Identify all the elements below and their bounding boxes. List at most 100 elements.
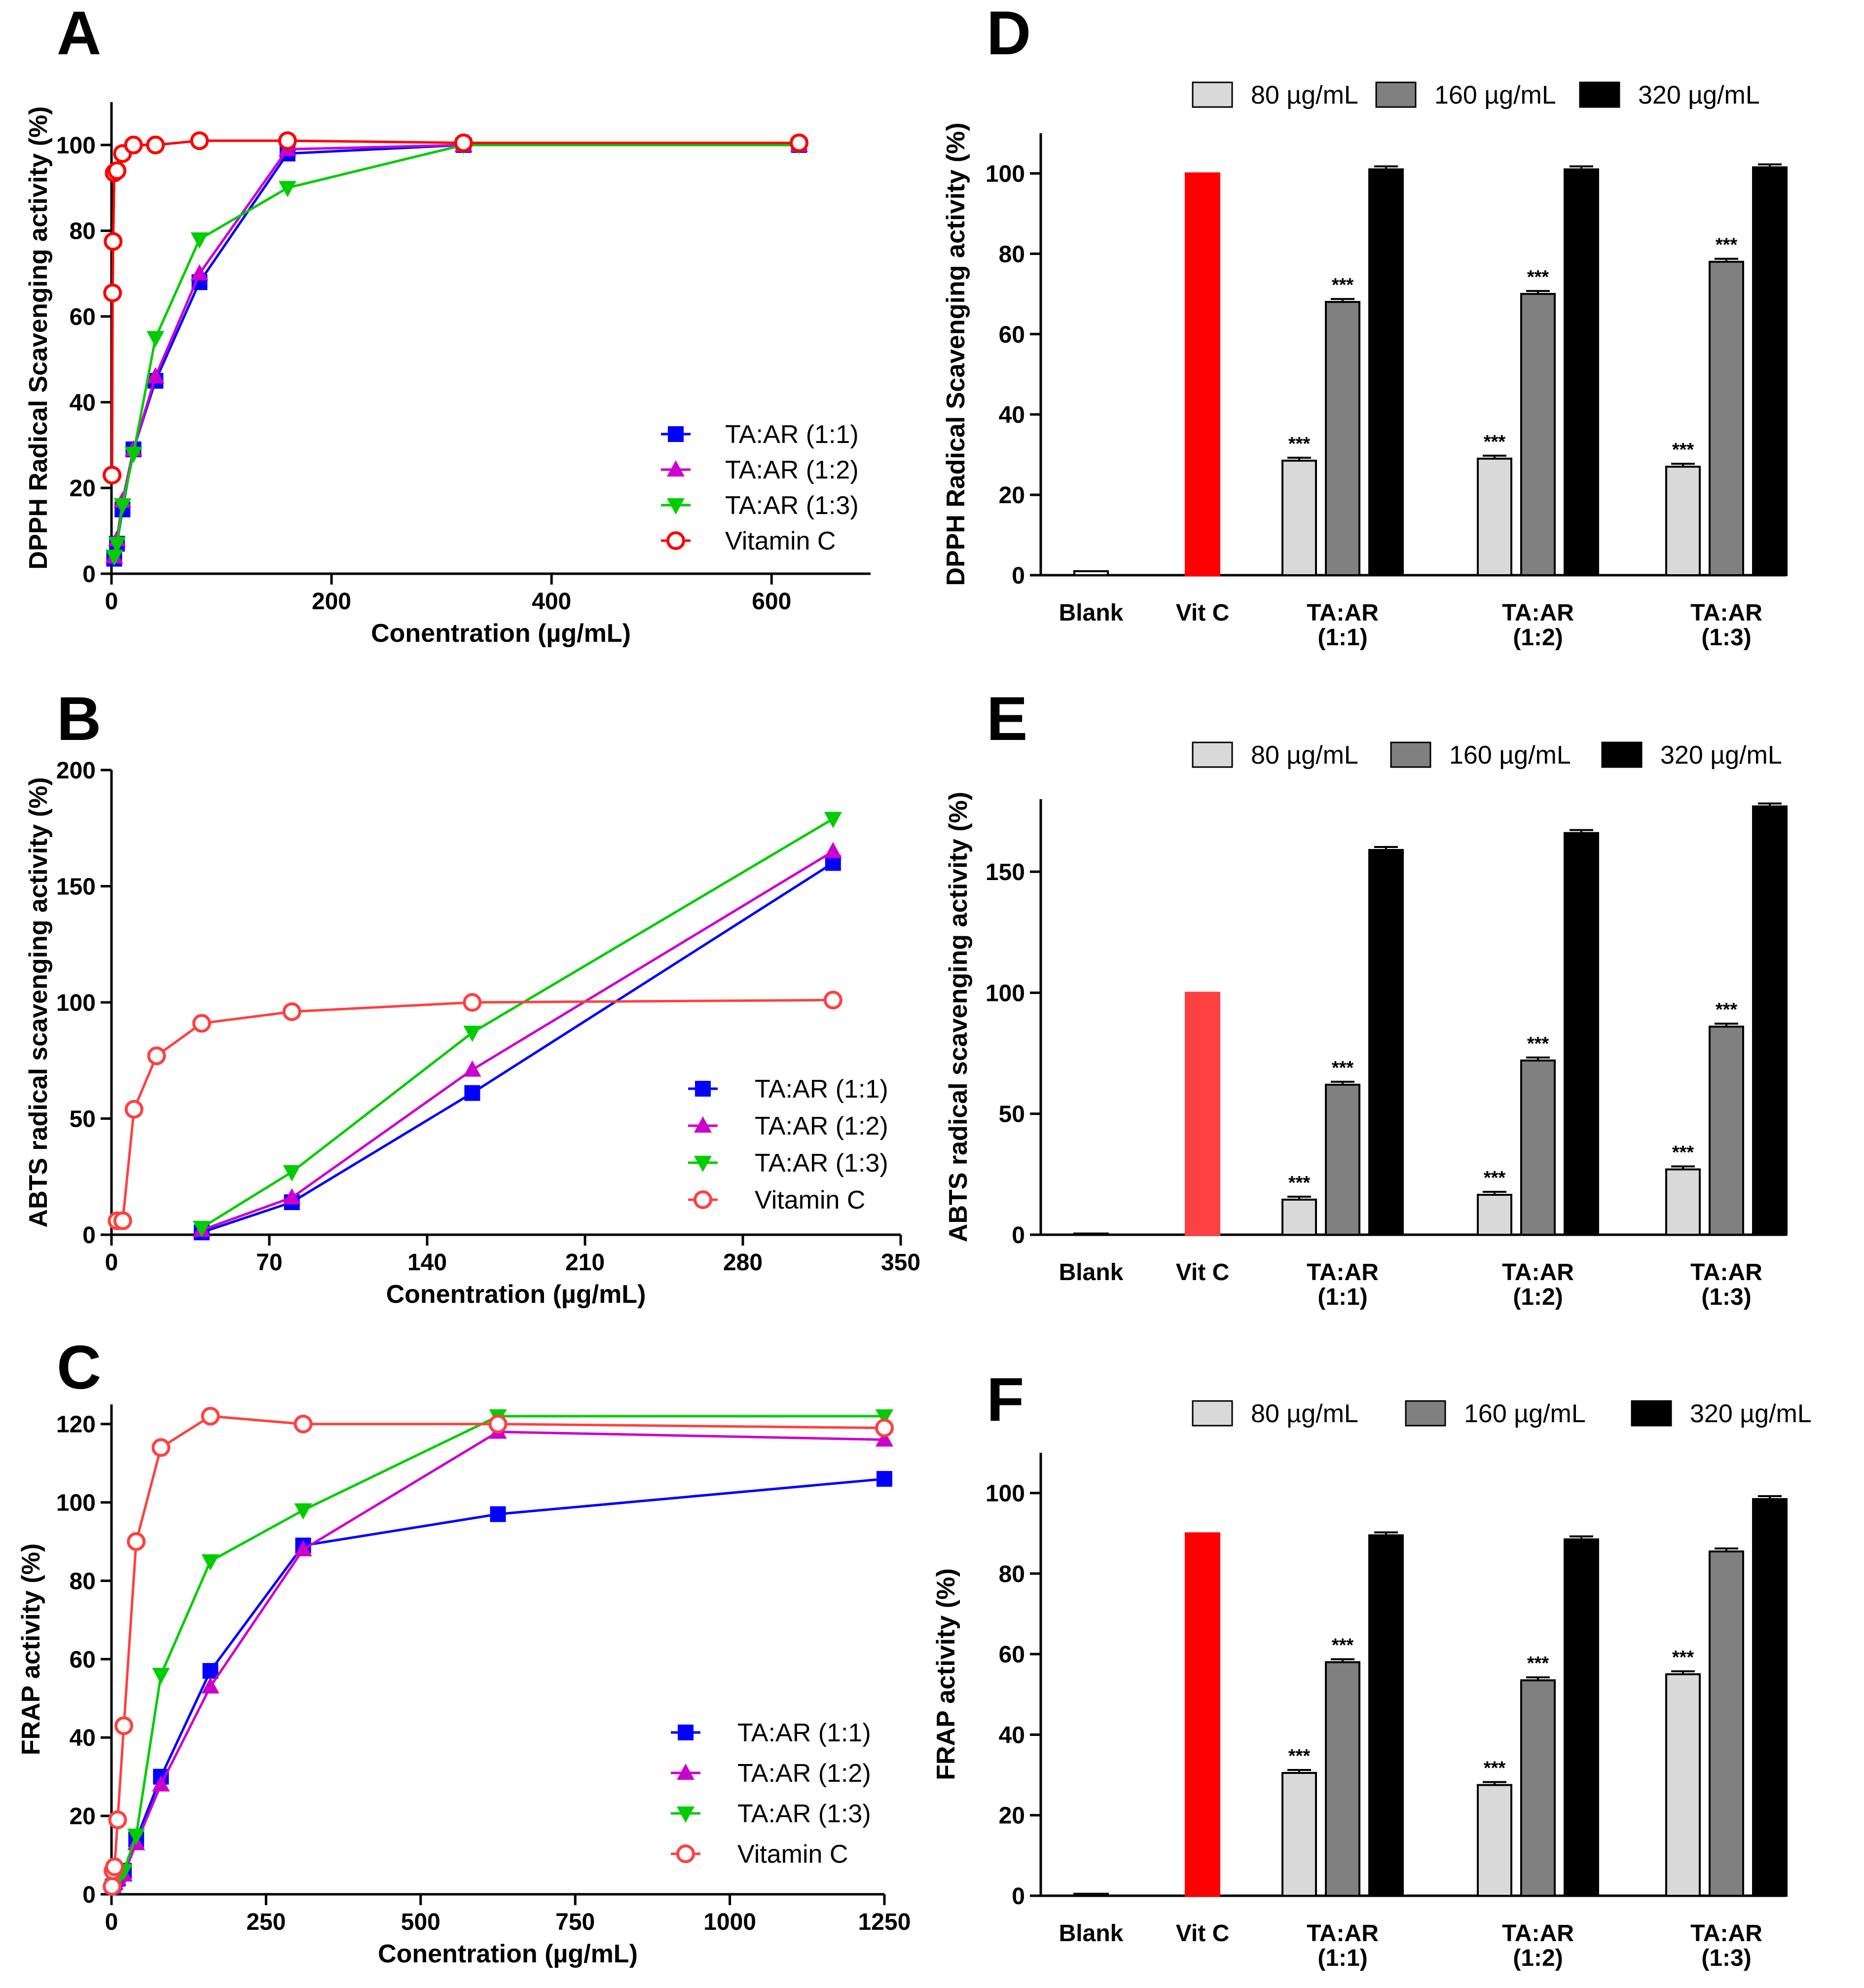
category-label: (1:2) <box>1513 625 1563 651</box>
y-tick-label: 100 <box>56 990 96 1016</box>
legend-marker <box>667 460 685 477</box>
significance-label: *** <box>1527 1033 1549 1054</box>
data-point <box>293 1414 313 1434</box>
series-3 <box>105 138 808 566</box>
x-tick-label: 0 <box>105 589 118 615</box>
legend-label: TA:AR (1:2) <box>725 456 859 484</box>
data-point <box>114 1716 134 1735</box>
category-label: TA:AR <box>1502 1920 1574 1947</box>
data-point <box>124 135 143 154</box>
x-tick-label: 200 <box>312 589 351 615</box>
y-tick-label: 60 <box>70 1647 96 1673</box>
category-label: TA:AR <box>1307 1259 1379 1286</box>
category-label: TA:AR <box>1307 1920 1379 1947</box>
data-point <box>790 133 809 152</box>
data-point <box>877 1471 892 1487</box>
legend-label: TA:AR (1:3) <box>737 1800 871 1828</box>
data-point <box>490 1506 506 1522</box>
category-label: (1:3) <box>1701 625 1751 651</box>
data-point <box>202 1663 219 1679</box>
data-point <box>824 811 842 828</box>
y-tick-label: 150 <box>986 859 1025 885</box>
data-point <box>108 537 126 553</box>
data-point <box>294 1503 312 1520</box>
significance-label: *** <box>1716 235 1738 256</box>
significance-label: *** <box>1484 432 1506 452</box>
data-bar <box>1477 457 1512 576</box>
data-point <box>463 1060 481 1077</box>
category-label: Blank <box>1059 600 1124 626</box>
y-tick-label: 60 <box>70 304 96 331</box>
category-label: TA:AR <box>1502 600 1574 626</box>
significance-label: *** <box>1332 1058 1354 1078</box>
series-line <box>201 862 834 1234</box>
data-point <box>454 133 473 152</box>
legend-label: Vitamin C <box>725 527 836 555</box>
data-point <box>190 232 209 249</box>
data-point <box>294 1540 312 1556</box>
data-bar <box>1564 832 1599 1236</box>
significance-label: *** <box>1672 1647 1694 1668</box>
data-point <box>146 135 165 154</box>
y-tick-label: 200 <box>56 758 96 784</box>
significance-label: *** <box>1484 1168 1506 1188</box>
panel-e: E 0 50 100 150 ABTS radical scavenging activi… <box>944 685 1788 1310</box>
x-axis-title: Conentration (µg/mL) <box>386 1280 646 1309</box>
data-point <box>192 1014 211 1033</box>
y-tick-label: 0 <box>1012 1222 1025 1249</box>
legend-swatch <box>1375 81 1417 108</box>
y-tick-label: 50 <box>999 1102 1025 1128</box>
y-tick-label: 50 <box>70 1106 96 1133</box>
data-point <box>201 1406 220 1426</box>
legend-label: TA:AR (1:2) <box>755 1112 888 1141</box>
data-point <box>278 181 296 197</box>
significance-label: *** <box>1484 1758 1506 1779</box>
panel-letter: A <box>57 0 101 68</box>
legend-label: 320 µg/mL <box>1638 81 1760 110</box>
legend-swatch <box>1390 741 1431 768</box>
panel-letter: E <box>987 685 1027 753</box>
y-tick-label: 120 <box>56 1412 96 1438</box>
data-bar <box>1752 1498 1788 1897</box>
data-bar <box>1665 466 1701 577</box>
series-line <box>201 817 834 1229</box>
y-tick-label: 20 <box>70 476 96 502</box>
category-label: (1:1) <box>1317 1284 1367 1310</box>
y-tick-label: 20 <box>999 482 1025 509</box>
data-point <box>201 1554 219 1571</box>
significance-label: *** <box>1288 1173 1311 1193</box>
y-tick-label: 0 <box>82 1882 96 1908</box>
legend-marker <box>677 1806 694 1823</box>
data-point <box>146 331 165 347</box>
x-tick-label: 250 <box>246 1909 286 1935</box>
legend-label: 80 µg/mL <box>1251 1399 1358 1428</box>
data-bar <box>1665 1168 1701 1236</box>
category-label: Blank <box>1059 1920 1124 1947</box>
category-label: (1:2) <box>1513 1945 1563 1971</box>
data-bar <box>1752 805 1788 1236</box>
y-tick-label: 80 <box>70 1568 96 1594</box>
legend-swatch <box>1601 741 1643 768</box>
data-point <box>876 1430 893 1447</box>
data-bar <box>1564 1538 1599 1897</box>
data-point <box>283 1165 301 1181</box>
data-bar <box>1709 1026 1744 1236</box>
y-tick-label: 100 <box>986 980 1025 1006</box>
legend-marker <box>676 1844 695 1863</box>
control-bar <box>1073 1232 1109 1236</box>
category-label: TA:AR <box>1690 600 1762 626</box>
y-tick-label: 20 <box>70 1804 96 1830</box>
legend-swatch <box>1405 1400 1446 1427</box>
x-tick-label: 600 <box>752 589 791 615</box>
control-bar <box>1185 1532 1220 1897</box>
data-point <box>192 1220 211 1237</box>
legend-label: TA:AR (1:3) <box>755 1149 888 1178</box>
data-point <box>823 991 842 1010</box>
data-point <box>103 283 122 302</box>
legend-marker <box>694 1116 712 1133</box>
category-label: (1:1) <box>1317 625 1367 651</box>
category-label: Vit C <box>1176 600 1229 626</box>
category-label: (1:2) <box>1513 1284 1563 1310</box>
panel-letter: F <box>987 1365 1024 1434</box>
